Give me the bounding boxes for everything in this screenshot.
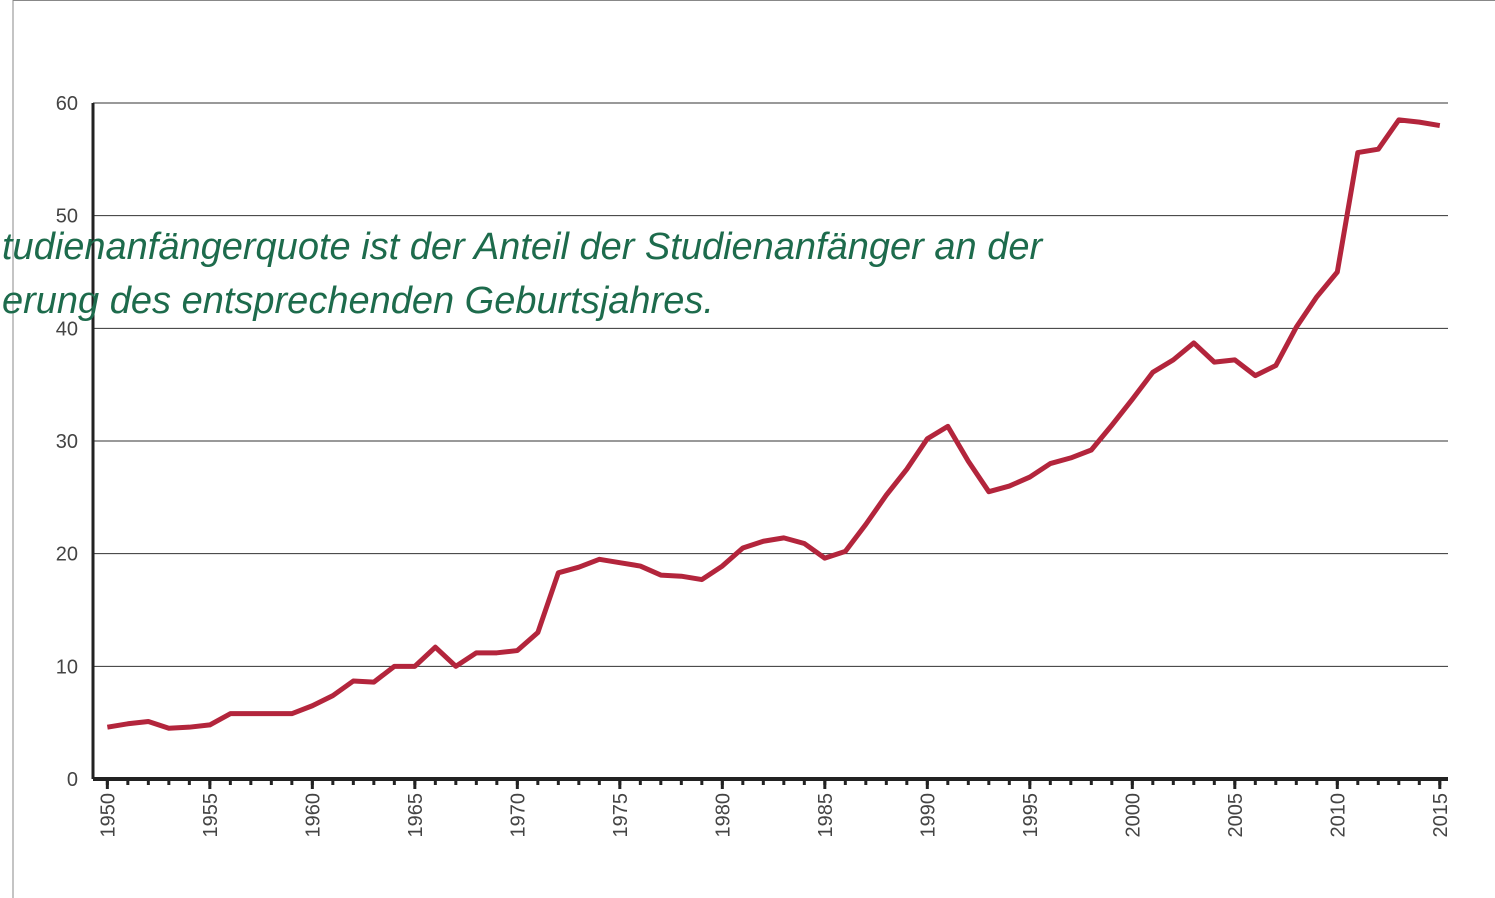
y-tick-label: 40 <box>56 318 78 340</box>
x-tick-label: 2010 <box>1327 793 1349 838</box>
x-tick-label: 1960 <box>302 793 324 838</box>
x-tick-label: 1980 <box>712 793 734 838</box>
x-tick-label: 1995 <box>1020 793 1042 838</box>
data-line <box>106 117 1441 731</box>
overlay-text: tudienanfängerquote ist der Anteil der S… <box>2 226 1043 268</box>
x-tick-label: 1970 <box>507 793 529 838</box>
y-tick-label: 20 <box>56 544 78 566</box>
x-tick-label: 1955 <box>200 793 222 838</box>
x-tick-label: 2015 <box>1430 793 1452 838</box>
x-tick-label: 1990 <box>917 793 939 838</box>
overlay-text: erung des entsprechenden Geburtsjahres. <box>2 280 714 322</box>
x-tick-label: 1985 <box>815 793 837 838</box>
y-tick-label: 30 <box>56 431 78 453</box>
y-tick-label: 10 <box>56 656 78 678</box>
x-tick-label: 1950 <box>97 793 119 838</box>
x-tick-label: 1965 <box>405 793 427 838</box>
y-tick-label: 60 <box>56 93 78 115</box>
x-tick-label: 1975 <box>610 793 632 838</box>
x-tick-label: 2005 <box>1225 793 1247 838</box>
y-tick-label: 50 <box>56 206 78 228</box>
y-tick-label: 0 <box>67 769 78 791</box>
x-tick-label: 2000 <box>1122 793 1144 838</box>
